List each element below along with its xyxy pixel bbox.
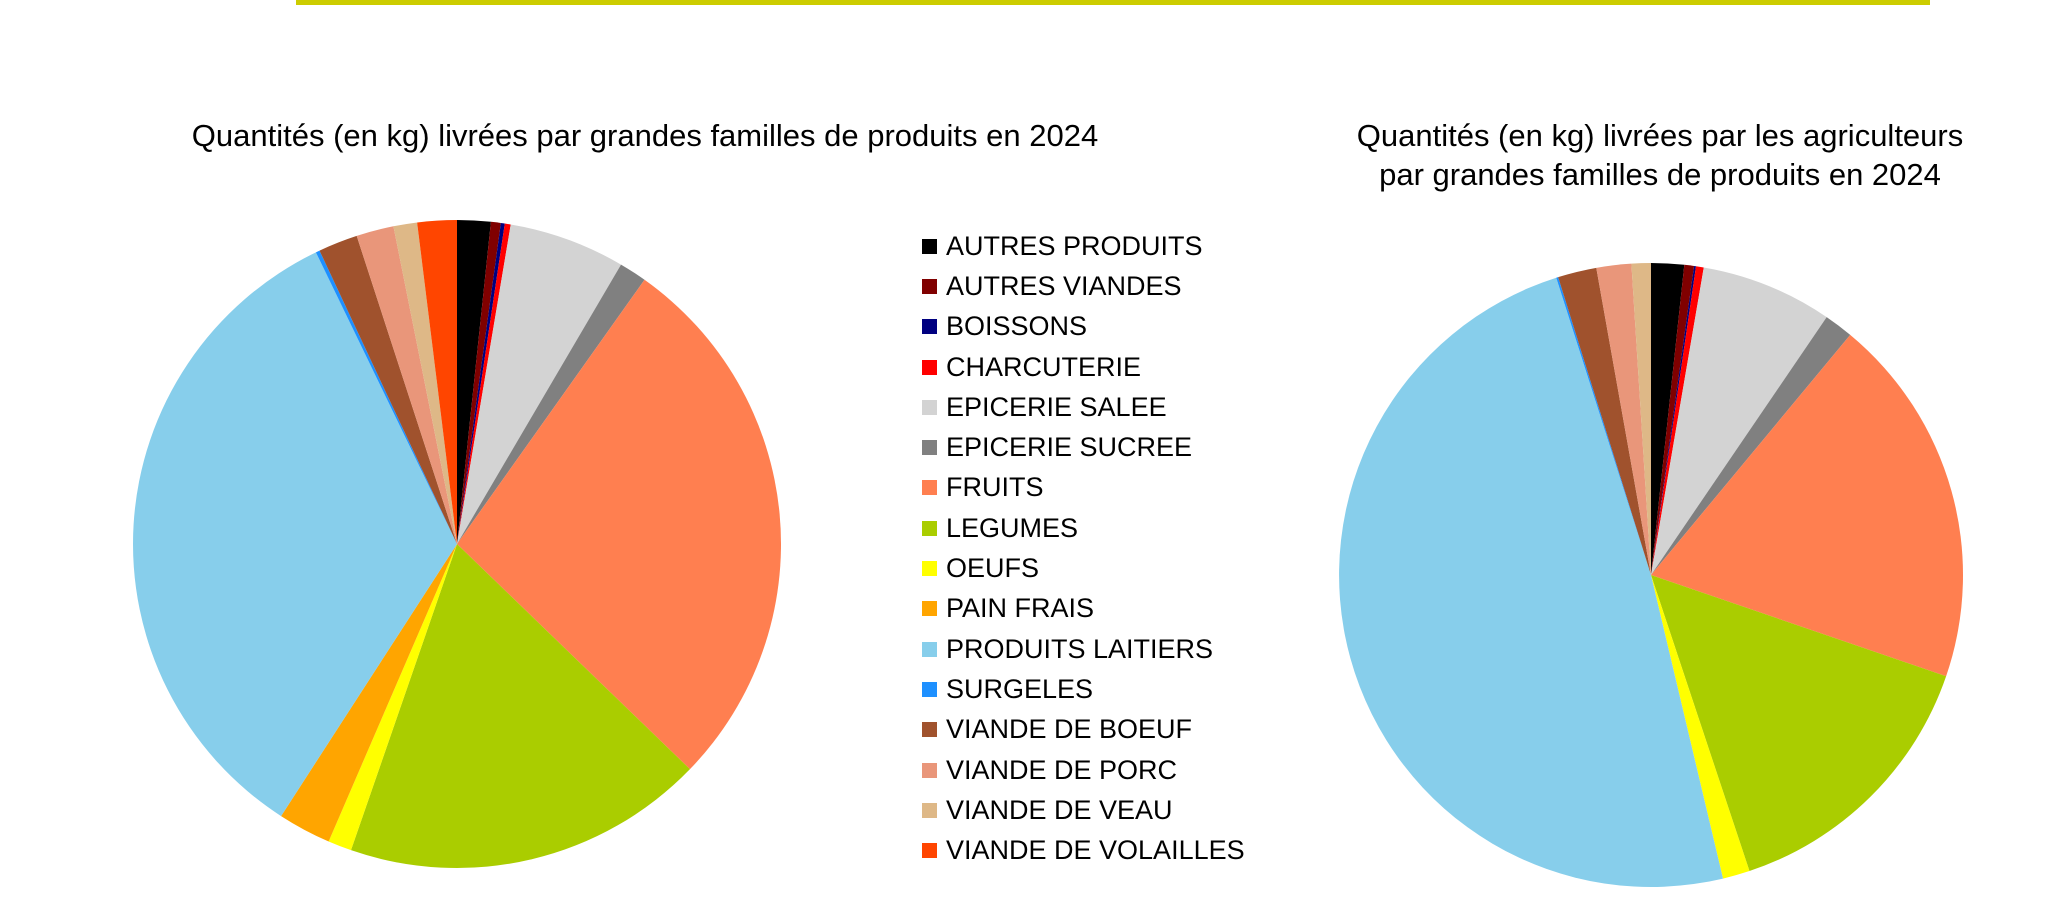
pie-slice <box>1651 317 1851 575</box>
pie-slice <box>1651 266 1704 575</box>
pie-slice <box>457 221 501 544</box>
legend-swatch <box>922 722 937 738</box>
legend-label: CHARCUTERIE <box>946 351 1142 382</box>
legend-label: VIANDE DE PORC <box>946 754 1178 785</box>
legend-swatch <box>922 440 937 456</box>
top-rule <box>296 0 1930 5</box>
pie-slice <box>457 220 491 544</box>
legend-item: EPICERIE SALEE <box>922 387 1245 427</box>
pie-slice <box>417 220 457 544</box>
legend-item: CHARCUTERIE <box>922 347 1245 387</box>
legend-item: VIANDE DE PORC <box>922 750 1245 790</box>
legend-swatch <box>922 399 937 415</box>
legend-item: BOISSONS <box>922 307 1245 347</box>
pie-slice <box>1651 263 1685 575</box>
pie-slice <box>457 224 622 545</box>
legend-swatch <box>922 520 937 536</box>
legend-item: OEUFS <box>922 548 1245 588</box>
legend-label: LEGUMES <box>946 512 1079 543</box>
pie-slice <box>457 223 511 545</box>
legend-item: VIANDE DE VOLAILLES <box>922 830 1245 870</box>
legend-label: FRUITS <box>946 472 1044 503</box>
legend-swatch <box>922 480 937 496</box>
pie-slice <box>1596 263 1651 575</box>
legend-swatch <box>922 319 937 335</box>
legend-item: PAIN FRAIS <box>922 589 1245 629</box>
pie-slice <box>457 222 505 545</box>
legend-swatch <box>922 278 937 294</box>
pie-slice <box>1339 277 1724 887</box>
legend: AUTRES PRODUITS AUTRES VIANDES BOISSONS CHA… <box>922 226 1245 871</box>
legend-label: BOISSONS <box>946 311 1088 342</box>
legend-label: AUTRES VIANDES <box>946 270 1182 301</box>
pie-slice <box>281 544 457 842</box>
pie-slice <box>1556 277 1651 575</box>
legend-swatch <box>922 762 937 778</box>
pie-slice <box>1651 264 1695 575</box>
legend-item: VIANDE DE BOEUF <box>922 710 1245 750</box>
legend-item: SURGELES <box>922 669 1245 709</box>
legend-label: VIANDE DE VOLAILLES <box>946 835 1245 866</box>
legend-swatch <box>922 802 937 818</box>
legend-label: OEUFS <box>946 553 1040 584</box>
left-chart-title: Quantités (en kg) livrées par grandes fa… <box>191 118 1099 153</box>
legend-item: FRUITS <box>922 468 1245 508</box>
pie-slice <box>133 252 457 817</box>
pie-slice <box>1631 263 1651 575</box>
legend-swatch <box>922 359 937 375</box>
legend-label: EPICERIE SALEE <box>946 391 1167 422</box>
legend-label: VIANDE DE BOEUF <box>946 714 1193 745</box>
legend-swatch <box>922 681 937 697</box>
legend-swatch <box>922 561 937 577</box>
legend-label: PRODUITS LAITIERS <box>946 633 1214 664</box>
pie-slice <box>356 226 457 545</box>
legend-item: AUTRES VIANDES <box>922 266 1245 306</box>
legend-label: EPICERIE SUCREE <box>946 432 1193 463</box>
pie-slice <box>393 222 457 544</box>
legend-swatch <box>922 843 937 859</box>
pie-slice <box>351 544 690 869</box>
legend-label: VIANDE DE VEAU <box>946 794 1173 825</box>
pie-slice <box>315 250 457 544</box>
pie-slice <box>1558 267 1651 575</box>
legend-item: LEGUMES <box>922 508 1245 548</box>
legend-swatch <box>922 238 937 254</box>
legend-item: VIANDE DE VEAU <box>922 790 1245 830</box>
legend-label: PAIN FRAIS <box>946 593 1095 624</box>
legend-label: AUTRES PRODUITS <box>946 230 1203 261</box>
pie-slice <box>319 235 457 545</box>
pie-slice <box>1651 575 1750 879</box>
pie-slice <box>457 264 645 544</box>
legend-swatch <box>922 641 937 657</box>
pie-slice <box>1651 334 1963 677</box>
right-chart-title: Quantités (en kg) livrées par les agricu… <box>1356 118 1964 192</box>
legend-item: AUTRES PRODUITS <box>922 226 1245 266</box>
pie-slice <box>1651 267 1827 575</box>
pie-slice <box>1651 575 1947 872</box>
pie-slice <box>457 279 782 770</box>
legend-item: PRODUITS LAITIERS <box>922 629 1245 669</box>
legend-label: SURGELES <box>946 673 1094 704</box>
legend-swatch <box>922 601 937 617</box>
pie-slice <box>1651 265 1697 575</box>
legend-item: EPICERIE SUCREE <box>922 427 1245 467</box>
pie-slice <box>328 544 457 851</box>
